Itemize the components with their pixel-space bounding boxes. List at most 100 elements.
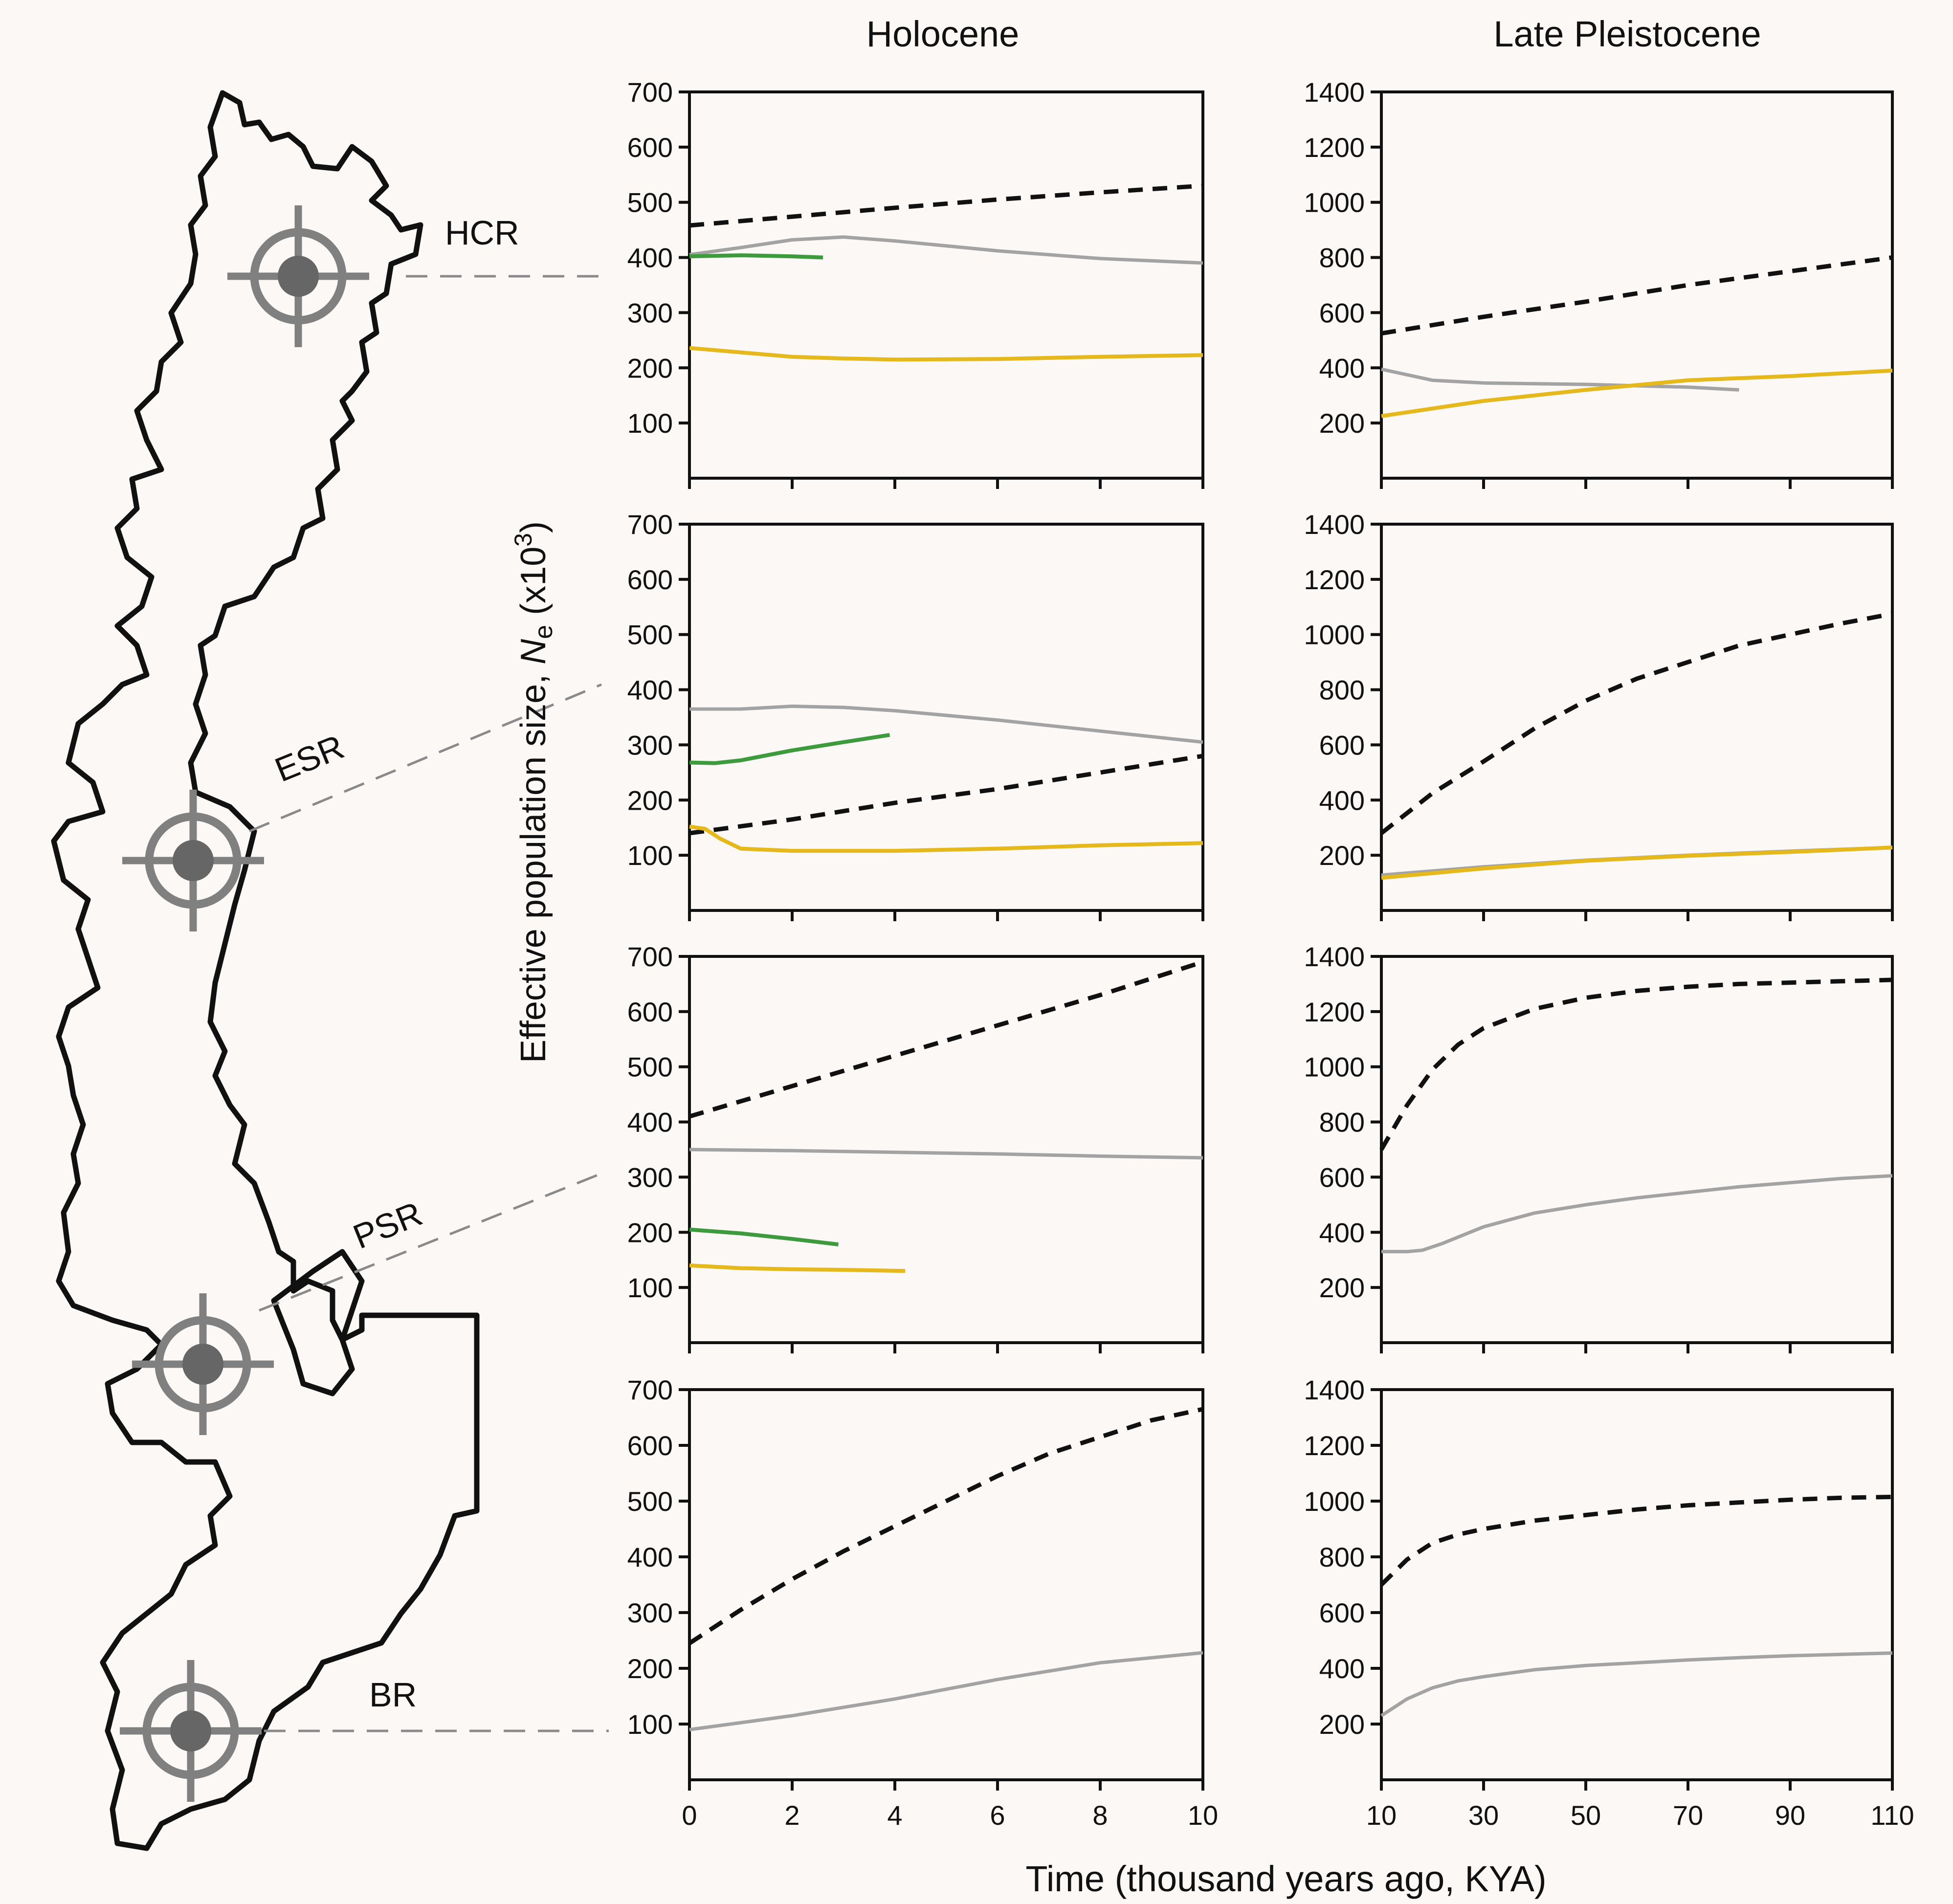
connector-line	[249, 683, 602, 833]
y-tick-label: 1000	[1304, 1486, 1365, 1517]
plot-frame	[688, 90, 1204, 480]
y-tick-label: 500	[627, 187, 673, 218]
y-tick-label: 200	[627, 1653, 673, 1684]
y-tick-label: 200	[627, 1217, 673, 1248]
y-tick-label: 400	[627, 675, 673, 706]
y-tick-label: 700	[627, 77, 673, 108]
y-tick-label: 400	[1319, 353, 1365, 383]
y-tick-label: 1200	[1304, 996, 1365, 1027]
y-tick-label: 400	[627, 1107, 673, 1138]
series-line-gray	[689, 704, 1203, 744]
reserve-extension	[271, 1249, 365, 1396]
target-marker-br: BR	[120, 1660, 609, 1802]
y-tick-label: 1400	[1304, 1374, 1365, 1405]
panel-br-holocene: 100 200 300 400 500 600 700 0 2 4 6 8 10	[627, 1374, 1219, 1831]
y-axis-label-superscript: 3	[510, 533, 537, 547]
x-tick-label: 10	[1366, 1800, 1397, 1831]
y-tick-label: 500	[627, 1486, 673, 1517]
plot-frame	[1380, 90, 1894, 480]
reserve-outline	[51, 90, 480, 1851]
y-tick-label: 1400	[1304, 77, 1365, 108]
panel-hcr-holocene: 100 200 300 400 500 600 700	[627, 77, 1204, 489]
y-axis-label-close: )	[514, 521, 553, 533]
series-line-dashed	[688, 1407, 1203, 1645]
panel-psr-holocene: 100 200 300 400 500 600 700	[627, 941, 1204, 1353]
y-tick-label: 400	[627, 243, 673, 273]
column-title-holocene: Holocene	[866, 14, 1020, 54]
target-marker-hcr: HCR	[227, 205, 609, 347]
series-line-yellow	[689, 346, 1203, 362]
series-line-gray	[689, 235, 1203, 265]
y-tick-label: 300	[627, 730, 673, 760]
series-line-gray	[1380, 1651, 1893, 1717]
y-tick-label: 800	[1319, 1107, 1365, 1138]
y-tick-label: 300	[627, 297, 673, 328]
y-tick-label: 600	[627, 132, 673, 163]
x-tick-label: 70	[1673, 1800, 1703, 1831]
x-tick-label: 4	[887, 1800, 902, 1831]
plot-frame	[1380, 523, 1894, 912]
y-tick-label: 200	[1319, 408, 1365, 439]
series-line-green	[689, 253, 823, 260]
panel-br-late-pleistocene: 200 400 600 800 1000 1200 1400 10 30 50 70 90 110	[1304, 1374, 1914, 1831]
y-tick-label: 300	[627, 1162, 673, 1193]
y-tick-label: 500	[627, 620, 673, 650]
series-line-yellow	[1381, 845, 1893, 880]
y-tick-label: 400	[627, 1542, 673, 1572]
series-line-green	[689, 1227, 839, 1247]
target-center-dot	[170, 1710, 211, 1751]
y-axis-label: Effective population size, Ne (x103)	[510, 521, 558, 1063]
y-tick-label: 1400	[1304, 941, 1365, 972]
y-tick-label: 600	[1319, 730, 1365, 760]
panel-esr-holocene: 100 200 300 400 500 600 700	[627, 509, 1204, 921]
y-tick-label: 800	[1319, 1542, 1365, 1572]
panel-esr-late-pleistocene: 200 400 600 800 1000 1200 1400	[1304, 509, 1894, 921]
plot-frame	[688, 1388, 1204, 1781]
series-line-dashed	[1380, 611, 1893, 835]
y-tick-label: 600	[1319, 297, 1365, 328]
series-line-gray	[689, 1148, 1203, 1160]
series-line-dashed	[689, 183, 1203, 228]
region-label-hcr: HCR	[445, 214, 519, 252]
column-title-late-pleistocene: Late Pleistocene	[1493, 14, 1761, 54]
target-center-dot	[278, 256, 319, 297]
y-tick-label: 200	[1319, 1272, 1365, 1303]
y-tick-label: 600	[627, 1430, 673, 1461]
y-tick-label: 1200	[1304, 132, 1365, 163]
y-tick-label: 200	[627, 785, 673, 816]
y-tick-label: 500	[627, 1052, 673, 1083]
x-tick-label: 8	[1092, 1800, 1108, 1831]
x-tick-label: 110	[1870, 1800, 1914, 1831]
series-line-gray	[689, 1651, 1203, 1731]
plot-frame	[688, 523, 1204, 912]
y-tick-label: 100	[627, 1709, 673, 1740]
x-tick-label: 2	[784, 1800, 799, 1831]
y-tick-label: 200	[627, 353, 673, 383]
y-tick-label: 200	[1319, 1709, 1365, 1740]
y-tick-label: 700	[627, 941, 673, 972]
series-line-dashed	[1381, 255, 1893, 336]
y-tick-label: 700	[627, 1374, 673, 1405]
y-tick-label: 200	[1319, 840, 1365, 871]
x-axis-label: Time (thousand years ago, KYA)	[1025, 1859, 1546, 1899]
series-line-dashed	[689, 753, 1203, 836]
y-tick-label: 600	[1319, 1597, 1365, 1628]
x-tick-label: 10	[1188, 1800, 1218, 1831]
y-tick-label: 700	[627, 509, 673, 540]
y-tick-label: 1000	[1304, 187, 1365, 218]
panel-psr-late-pleistocene: 200 400 600 800 1000 1200 1400	[1304, 941, 1894, 1353]
y-tick-label: 100	[627, 408, 673, 439]
target-center-dot	[182, 1344, 223, 1385]
y-axis-label-italic: N	[514, 639, 553, 664]
series-line-dashed	[688, 960, 1204, 1119]
panel-hcr-late-pleistocene: 200 400 600 800 1000 1200 1400	[1304, 77, 1894, 489]
y-tick-label: 1200	[1304, 564, 1365, 595]
target-center-dot	[173, 840, 214, 881]
series-line-gray	[1381, 1174, 1893, 1254]
region-label-br: BR	[369, 1676, 417, 1714]
y-tick-label: 400	[1319, 1653, 1365, 1684]
reserve-map	[51, 90, 480, 1851]
x-tick-label: 50	[1571, 1800, 1601, 1831]
connector-line	[259, 1172, 602, 1312]
